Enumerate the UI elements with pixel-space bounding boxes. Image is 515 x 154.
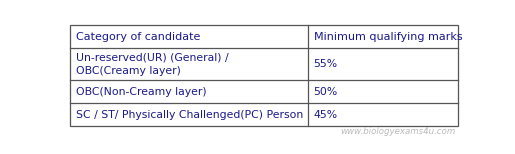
Text: 55%: 55% [314, 59, 338, 69]
Text: SC / ST/ Physically Challenged(PC) Person: SC / ST/ Physically Challenged(PC) Perso… [76, 110, 303, 120]
Text: Category of candidate: Category of candidate [76, 32, 200, 42]
Text: Un-reserved(UR) (General) /
OBC(Creamy layer): Un-reserved(UR) (General) / OBC(Creamy l… [76, 53, 228, 76]
Text: Minimum qualifying marks: Minimum qualifying marks [314, 32, 462, 42]
Text: 50%: 50% [314, 87, 338, 97]
Text: 45%: 45% [314, 110, 338, 120]
Text: www.biologyexams4u.com: www.biologyexams4u.com [340, 128, 455, 136]
Text: OBC(Non-Creamy layer): OBC(Non-Creamy layer) [76, 87, 206, 97]
